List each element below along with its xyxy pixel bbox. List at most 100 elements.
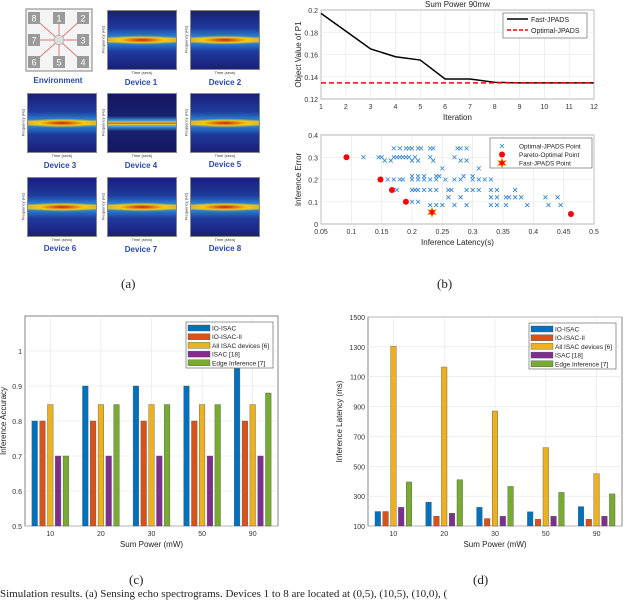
x-tick-label: 0.1 — [346, 229, 356, 236]
optimal-jpads-point — [494, 195, 500, 200]
x-marker — [458, 177, 463, 182]
optimal-jpads-point — [433, 177, 439, 182]
y-tick-label: 0.5 — [12, 524, 22, 531]
x-marker — [499, 143, 505, 149]
x-marker — [427, 202, 433, 208]
optimal-jpads-point — [512, 195, 518, 200]
x-tick-label: 30 — [148, 531, 156, 538]
x-marker — [503, 202, 509, 208]
optimal-jpads-point — [433, 202, 439, 208]
x-tick-label: 0.4 — [528, 229, 538, 236]
optimal-jpads-point — [391, 177, 397, 182]
x-marker — [421, 177, 427, 182]
device-label-8: Device 8 — [208, 244, 242, 253]
device-node — [28, 34, 40, 46]
legend-swatch — [187, 324, 211, 332]
bar — [398, 507, 405, 527]
x-marker — [382, 158, 387, 163]
optimal-jpads-point — [415, 187, 421, 193]
x-marker — [421, 187, 427, 193]
x-tick-label: 0.15 — [375, 229, 389, 236]
optimal-jpads-point — [430, 146, 436, 151]
y-tick-label: 1500 — [349, 315, 365, 322]
bar — [140, 420, 147, 527]
y-tick-label: 500 — [353, 464, 365, 471]
x-tick-label: 8 — [493, 104, 497, 111]
bar — [199, 404, 206, 527]
bar — [492, 410, 499, 527]
bar — [47, 404, 54, 527]
x-marker — [470, 177, 475, 182]
x-tick-label: 4 — [394, 104, 398, 111]
y-tick-label: 0.12 — [304, 97, 318, 104]
legend-swatch — [499, 143, 505, 149]
device-node-number: 6 — [31, 58, 36, 68]
bar — [609, 493, 616, 527]
x-tick-label: 10 — [540, 104, 548, 111]
pareto-optimal-point — [567, 210, 574, 217]
convergence-chart: 0.120.140.160.180.21 2 3 4 5 6 7 8 9 10 11 12Iterat… — [294, 0, 598, 122]
spectrogram-x-label: Time (secs) — [131, 237, 153, 242]
bar — [406, 481, 413, 527]
panel-label-a: (a) — [121, 276, 136, 291]
x-marker — [391, 146, 397, 151]
device-node-number: 4 — [80, 58, 85, 68]
x-marker — [512, 195, 518, 200]
panel-label-c: (c) — [129, 572, 144, 587]
x-tick-label: 10 — [46, 531, 54, 538]
legend-swatch — [496, 157, 508, 169]
x-marker — [546, 202, 551, 208]
x-marker — [427, 177, 433, 182]
x-marker — [464, 146, 469, 151]
bar — [374, 511, 381, 527]
optimal-jpads-point — [409, 146, 415, 151]
optimal-jpads-point — [409, 199, 415, 205]
pareto-optimal-point — [343, 154, 350, 161]
legend-entry: All ISAC devices [6] — [212, 343, 269, 350]
bar — [82, 385, 89, 527]
bar — [113, 404, 120, 527]
device-node-number: 7 — [31, 36, 36, 46]
device-node — [53, 12, 65, 24]
x-marker — [543, 195, 548, 200]
bar — [585, 519, 592, 527]
legend-entry: Fast-JPADS — [531, 17, 569, 24]
y-tick-label: 0.14 — [304, 75, 318, 82]
optimal-jpads-point — [546, 202, 551, 208]
optimal-jpads-point — [409, 177, 415, 182]
optimal-jpads-point — [476, 166, 482, 171]
y-tick-label: 0.4 — [308, 133, 318, 140]
x-tick-label: 0.35 — [496, 229, 510, 236]
panel-label-d: (d) — [473, 572, 489, 587]
x-tick-label: 0.3 — [468, 229, 478, 236]
bar — [31, 420, 38, 527]
y-tick-label: 0.8 — [12, 419, 22, 426]
y-tick-label: 0.9 — [12, 384, 22, 391]
optimal-jpads-point — [415, 177, 421, 182]
legend-entry: Edge Inference [7] — [212, 360, 265, 367]
x-marker — [415, 173, 421, 179]
x-marker — [427, 187, 433, 193]
legend-swatch — [187, 342, 211, 349]
x-marker — [409, 177, 415, 182]
x-axis-label: Sum Power (mW) — [120, 540, 183, 549]
bar — [456, 479, 463, 527]
x-marker — [385, 177, 391, 182]
spectrogram-device-1 — [107, 10, 177, 70]
pareto-optimal-point — [402, 198, 409, 205]
legend-swatch — [187, 333, 211, 340]
bar — [601, 516, 608, 527]
bar — [148, 404, 155, 527]
optimal-jpads-point — [391, 146, 397, 151]
optimal-jpads-point — [427, 187, 433, 193]
legend-swatch — [530, 343, 554, 350]
y-tick-label: 0 — [314, 222, 318, 229]
x-marker — [409, 146, 415, 151]
bar — [578, 506, 585, 527]
y-axis-label: Object Value of P1 — [294, 21, 303, 88]
accuracy-chart: 0.5 0.6 0.7 0.8 0.9 1 10 20 30 50 90 Sum Power (mW)… — [0, 315, 279, 549]
bar — [55, 455, 62, 527]
device-label-5: Device 5 — [208, 160, 242, 169]
x-marker — [440, 202, 445, 208]
